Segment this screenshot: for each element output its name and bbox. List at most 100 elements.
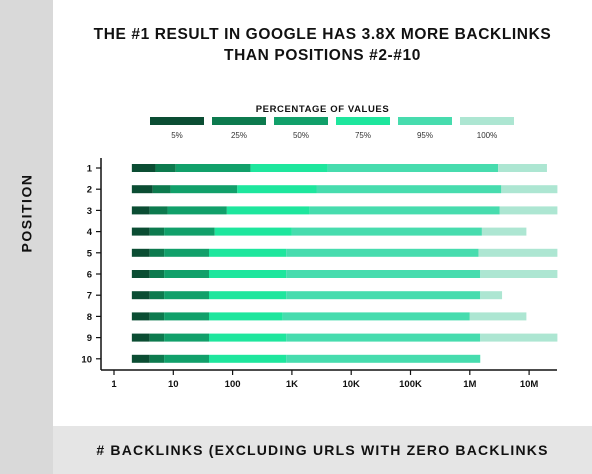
bar-segment <box>291 227 482 236</box>
legend-swatch <box>460 117 514 125</box>
bar-segment <box>131 164 156 172</box>
bar-segment <box>164 354 210 363</box>
bar-segment <box>152 185 171 194</box>
bar-segment <box>209 333 287 342</box>
bar-segment <box>131 312 150 321</box>
bar-segment <box>316 185 502 194</box>
bar-segment <box>149 333 165 342</box>
bar-segment <box>149 227 165 236</box>
y-tick-label: 9 <box>87 333 92 344</box>
bar-segment <box>149 270 165 278</box>
bar-segment <box>164 291 210 300</box>
x-tick-label: 100K <box>399 379 422 390</box>
bar-segment <box>214 227 292 236</box>
bar-segment <box>286 270 481 278</box>
legend-swatch <box>150 117 204 125</box>
bar-segment <box>209 248 287 257</box>
y-tick-label: 4 <box>87 227 93 238</box>
bar-segment <box>286 291 481 300</box>
x-tick-label: 10M <box>520 379 539 390</box>
legend-label: 25% <box>230 131 247 140</box>
bar-segment <box>131 227 150 236</box>
x-tick-label: 1 <box>111 379 117 390</box>
bar-segment <box>209 312 283 321</box>
bar-segment <box>164 333 210 342</box>
bar-segment <box>309 206 500 215</box>
bar-segment <box>226 206 310 215</box>
y-tick-label: 7 <box>87 291 92 302</box>
bar-segment <box>498 164 547 172</box>
legend-label: 75% <box>354 131 371 140</box>
bar-segment <box>480 270 558 278</box>
y-tick-label: 8 <box>87 312 92 323</box>
bar-segment <box>237 185 317 194</box>
bar-segment <box>209 270 287 278</box>
legend-title: PERCENTAGE OF VALUES <box>255 104 390 115</box>
legend-swatch <box>212 117 266 125</box>
legend-item: 75% <box>336 117 390 140</box>
legend-label: 50% <box>292 131 309 140</box>
bar-segment <box>131 333 150 342</box>
bar-segment <box>164 227 215 236</box>
bar-segment <box>175 164 251 172</box>
bar-segment <box>155 164 176 172</box>
ylabel-panel: POSITION <box>0 0 53 474</box>
legend: 5% 25% 50% 75% 95% 100% <box>150 117 514 140</box>
bar-segment <box>131 291 150 300</box>
bar-segment <box>131 206 150 215</box>
x-tick-label: 100 <box>225 379 241 390</box>
bar-segment <box>164 248 210 257</box>
bar-segment <box>499 206 558 215</box>
bar-segment <box>149 312 165 321</box>
legend-item: 50% <box>274 117 328 140</box>
y-tick-label: 3 <box>87 206 92 217</box>
bar-segment <box>250 164 328 172</box>
bar-segment <box>131 354 150 363</box>
bar-segment <box>149 354 165 363</box>
y-tick-label: 2 <box>87 185 92 196</box>
y-tick-label: 6 <box>87 270 92 281</box>
bar-segment <box>131 248 150 257</box>
legend-item: 25% <box>212 117 266 140</box>
x-tick-label: 1M <box>463 379 476 390</box>
bar-segment <box>286 354 481 363</box>
bar-segment <box>209 354 287 363</box>
x-axis-label: # BACKLINKS (EXCLUDING URLS WITH ZERO BA… <box>96 442 549 458</box>
bar-segment <box>149 291 165 300</box>
x-tick-label: 10 <box>168 379 179 390</box>
x-tick-label: 10K <box>342 379 360 390</box>
chart-title: THE #1 RESULT IN GOOGLE HAS 3.8X MORE BA… <box>53 24 592 66</box>
bar-segment <box>164 270 210 278</box>
bar-segment <box>286 333 481 342</box>
y-tick-label: 10 <box>81 354 92 365</box>
bar-segment <box>149 206 168 215</box>
legend-item: 95% <box>398 117 452 140</box>
bar-segment <box>469 312 527 321</box>
legend-swatch <box>274 117 328 125</box>
bar-segment <box>131 270 150 278</box>
bar-segment <box>209 291 287 300</box>
bar-segment <box>480 333 558 342</box>
legend-swatch <box>398 117 452 125</box>
bar-segment <box>481 227 527 236</box>
chart-title-line2: THAN POSITIONS #2-#10 <box>224 47 421 64</box>
legend-swatch <box>336 117 390 125</box>
legend-item: 5% <box>150 117 204 140</box>
bar-segment <box>167 206 227 215</box>
bar-segment <box>282 312 470 321</box>
bar-segment <box>501 185 558 194</box>
bar-segment <box>131 185 153 194</box>
bar-segment <box>327 164 499 172</box>
chart-title-line1: THE #1 RESULT IN GOOGLE HAS 3.8X MORE BA… <box>93 26 552 43</box>
legend-label: 95% <box>416 131 433 140</box>
bar-segment <box>170 185 238 194</box>
legend-label: 5% <box>171 131 183 140</box>
x-tick-label: 1K <box>286 379 298 390</box>
legend-item: 100% <box>460 117 514 140</box>
bar-segment <box>164 312 210 321</box>
y-tick-label: 1 <box>87 164 93 175</box>
bar-segment <box>478 248 558 257</box>
bar-segment <box>480 291 503 300</box>
legend-label: 100% <box>476 131 498 140</box>
bar-segment <box>149 248 165 257</box>
